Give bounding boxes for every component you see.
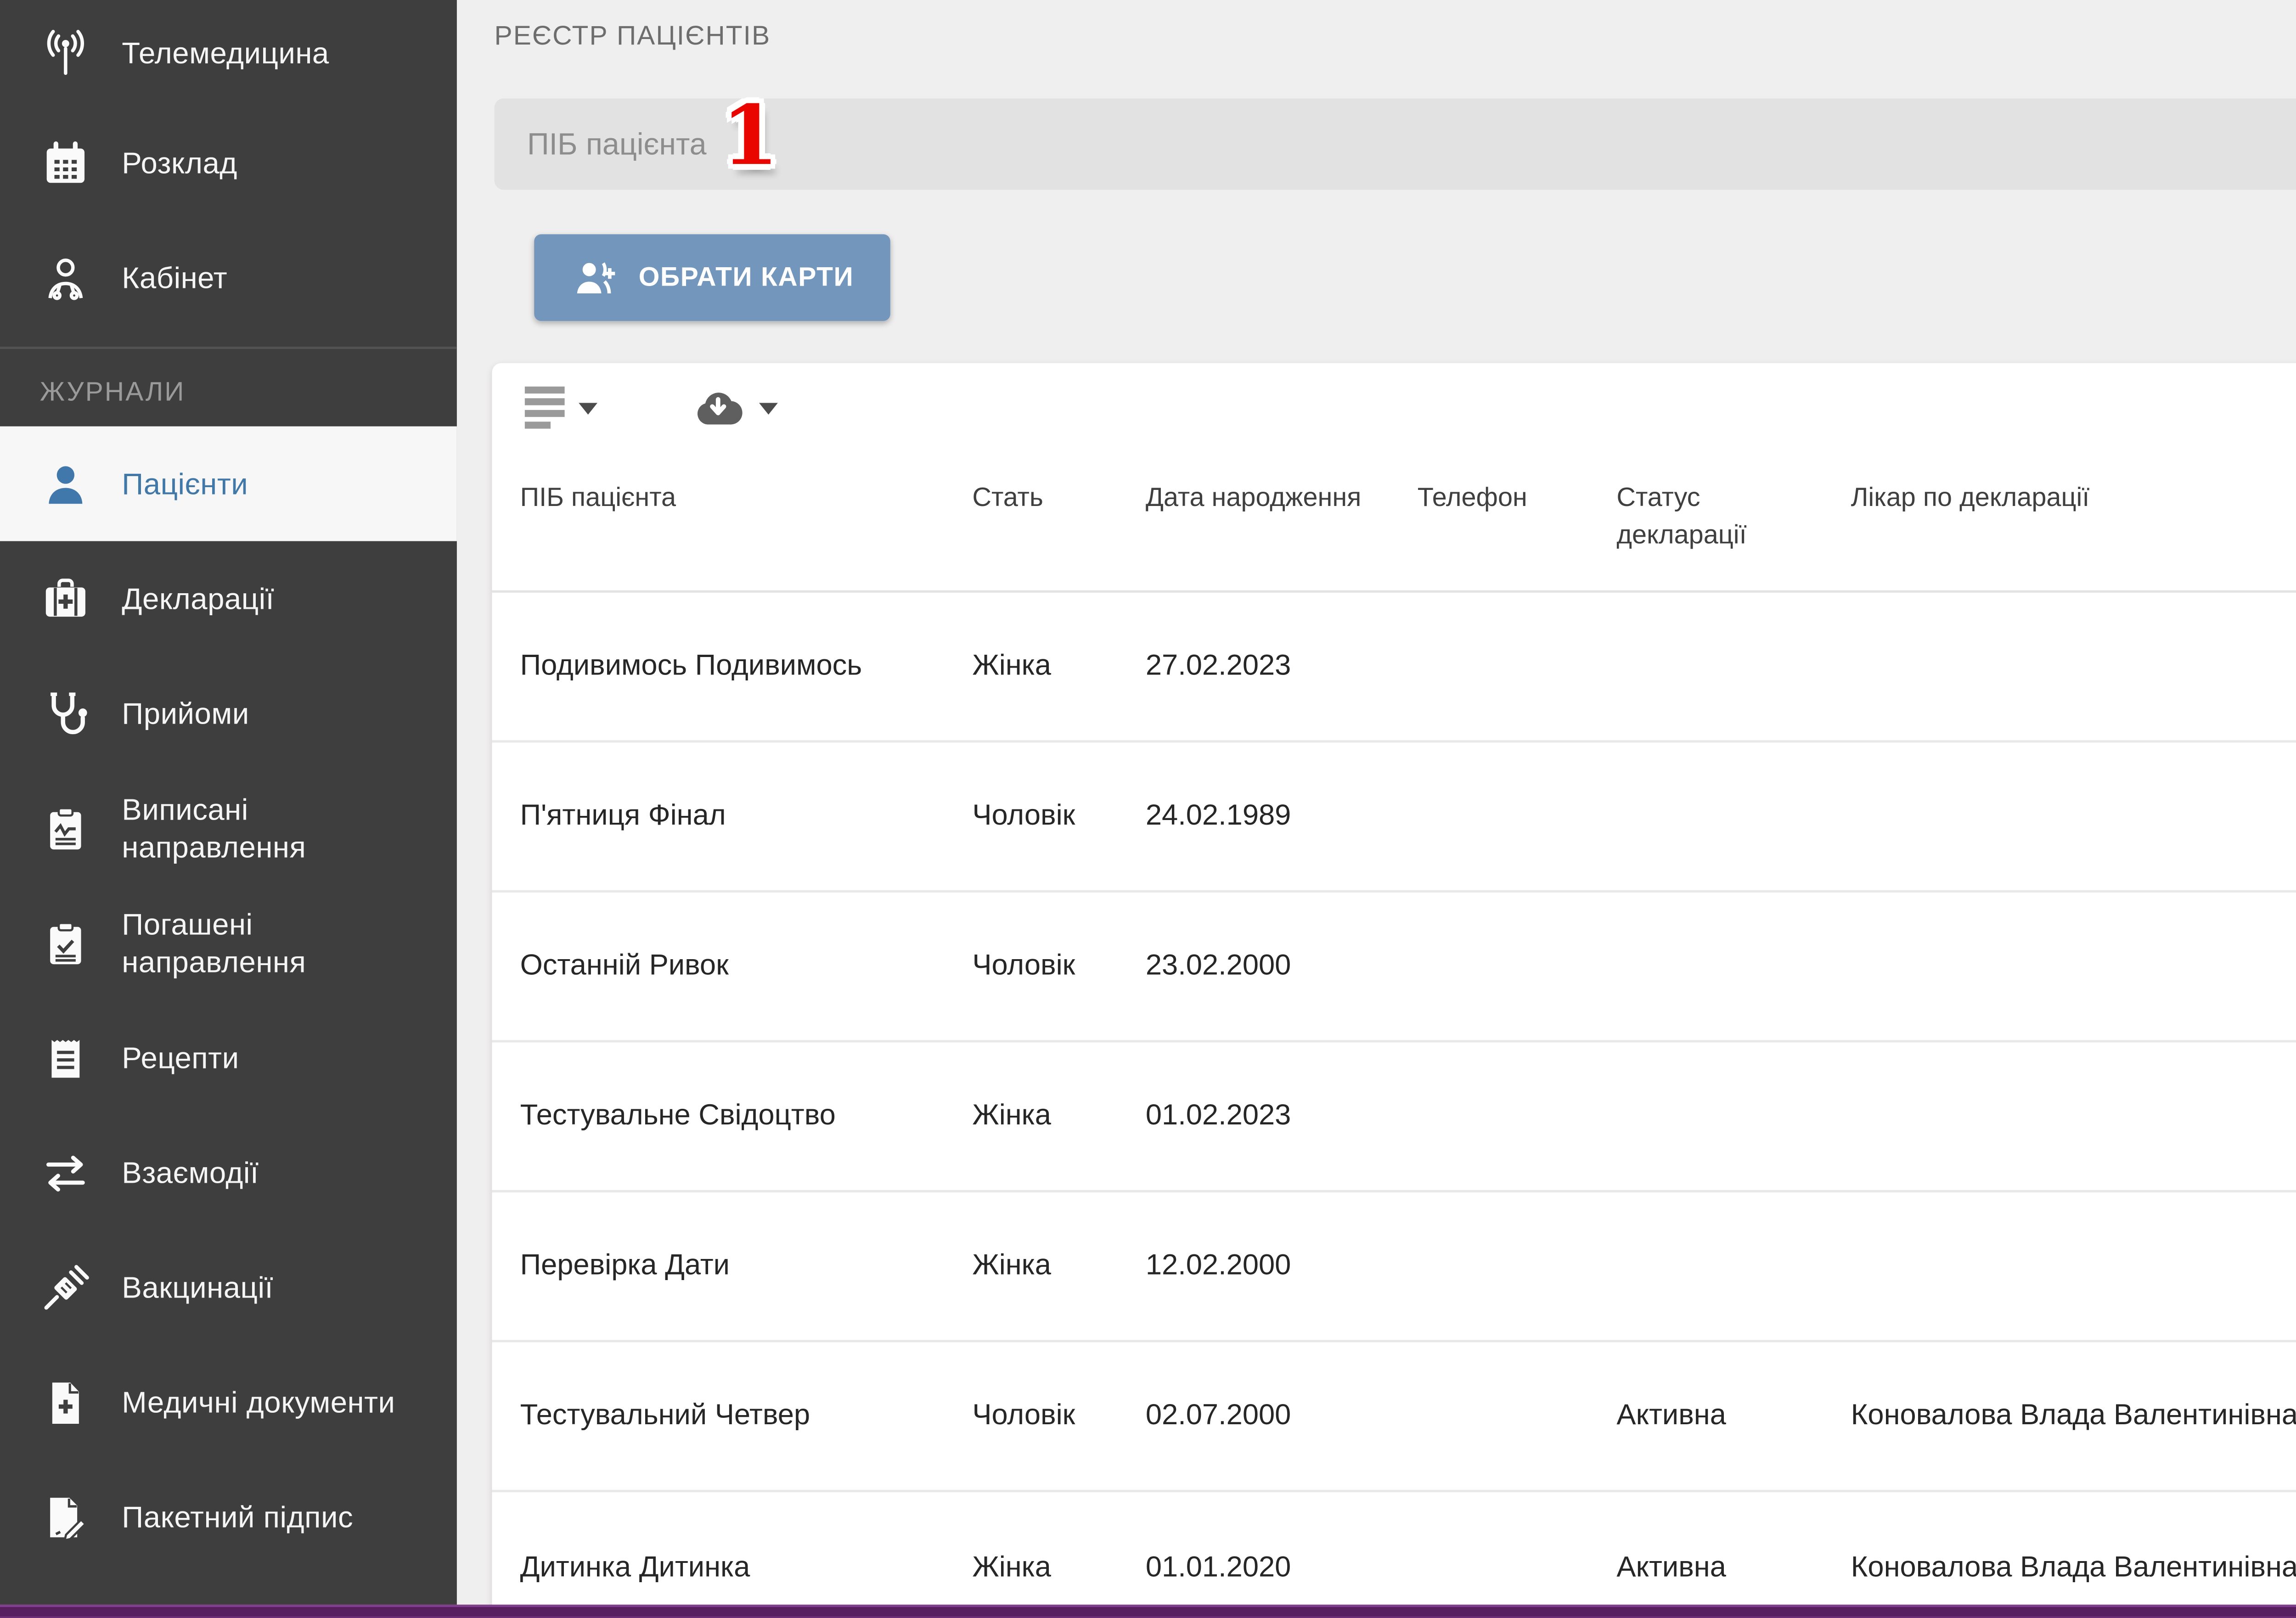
cell-gender: Жінка [972, 1550, 1051, 1583]
cell-gender: Жінка [972, 1099, 1051, 1132]
cell-birth-date: 02.07.2000 [1145, 1399, 1291, 1432]
cell-gender: Чоловік [972, 1399, 1075, 1432]
sidebar-main-items: Телемедицина Розклад Кабінет [0, 0, 457, 335]
doc-pen-icon [40, 1491, 91, 1542]
table-row[interactable]: Тестувальне Свідоцтво Жінка 01.02.2023 I… [492, 1042, 2296, 1192]
cell-patient-name: Тестувальний Четвер [520, 1399, 810, 1432]
syringe-icon [40, 1261, 91, 1313]
search-input[interactable] [494, 98, 2296, 190]
sidebar-item-appointments[interactable]: Прийоми [0, 656, 457, 771]
clipboard-pulse-icon [40, 802, 91, 854]
table-row[interactable]: Тестувальний Четвер Чоловік 02.07.2000 А… [492, 1342, 2296, 1492]
antenna-icon [40, 27, 91, 79]
list-view-icon[interactable] [520, 382, 602, 433]
bottom-accent-bar [0, 1604, 2296, 1618]
col-header-declaration-doctor[interactable]: Лікар по декларації [1851, 485, 2090, 513]
col-header-declaration-status[interactable]: Статус декларації [1616, 485, 1747, 550]
clipboard-check-icon [40, 917, 91, 968]
table-row[interactable]: Перевірка Дати Жінка 12.02.2000 I 280610… [492, 1192, 2296, 1343]
person-add-icon [571, 254, 618, 301]
doctor-icon [40, 252, 91, 303]
sidebar-item-issued-referrals[interactable]: Виписані направлення [0, 771, 457, 886]
cell-declaration-status: Активна [1616, 1399, 1726, 1432]
cell-patient-name: Останній Ривок [520, 949, 729, 983]
cell-birth-date: 01.02.2023 [1145, 1099, 1291, 1132]
sidebar-item-schedule[interactable]: Розклад [0, 106, 457, 220]
col-header-phone[interactable]: Телефон [1417, 485, 1527, 513]
annotation-step-1: 1 [721, 89, 779, 185]
cloud-download-icon[interactable] [687, 376, 782, 439]
sidebar-item-batch-signature[interactable]: Пакетний підпис [0, 1460, 457, 1574]
receipt-icon [40, 1032, 91, 1083]
table-row[interactable]: Дитинка Дитинка Жінка 01.01.2020 Активна… [492, 1492, 2296, 1618]
cell-gender: Жінка [972, 649, 1051, 682]
page-title: РЕЄСТР ПАЦІЄНТІВ [494, 23, 771, 52]
table-row[interactable]: Останній Ривок Чоловік 23.02.2000 I 2806… [492, 893, 2296, 1043]
sidebar-item-declarations[interactable]: Декларації [0, 541, 457, 656]
chevron-down-icon [579, 401, 598, 414]
cell-declaration-doctor: Коновалова Влада Валентинівна [1851, 1550, 2296, 1583]
col-header-patient-name[interactable]: ПІБ пацієнта [520, 485, 676, 513]
sidebar-item-redeemed-referrals[interactable]: Погашені направлення [0, 886, 457, 1000]
sidebar-item-interactions[interactable]: Взаємодії [0, 1115, 457, 1230]
cell-declaration-status: Активна [1616, 1550, 1726, 1583]
arrows-icon [40, 1146, 91, 1198]
cell-birth-date: 23.02.2000 [1145, 949, 1291, 983]
cell-patient-name: П'ятниця Фінал [520, 799, 726, 832]
doc-plus-icon [40, 1376, 91, 1427]
medkit-icon [40, 573, 91, 624]
table-toolbar [492, 363, 2296, 452]
cell-birth-date: 12.02.2000 [1145, 1249, 1291, 1282]
sidebar-item-telemedicine[interactable]: Телемедицина [0, 0, 457, 106]
cell-gender: Чоловік [972, 799, 1075, 832]
sidebar-item-medical-documents[interactable]: Медичні документи [0, 1345, 457, 1460]
table-body: Подивимось Подивимось Жінка 27.02.2023 I… [492, 593, 2296, 1618]
cell-birth-date: 27.02.2023 [1145, 649, 1291, 682]
sidebar-journal-items: Пацієнти Декларації Прийоми Виписані нап… [0, 426, 457, 1574]
cell-patient-name: Подивимось Подивимось [520, 649, 862, 682]
sidebar-item-prescriptions[interactable]: Рецепти [0, 1000, 457, 1115]
cell-patient-name: Перевірка Дати [520, 1249, 730, 1282]
col-header-birth-date[interactable]: Дата народження [1145, 485, 1362, 513]
person-icon [40, 458, 91, 509]
chevron-down-icon [759, 401, 778, 414]
col-header-gender[interactable]: Стать [972, 485, 1044, 513]
table-row[interactable]: П'ятниця Фінал Чоловік 24.02.1989 I 2806… [492, 742, 2296, 893]
cell-gender: Чоловік [972, 949, 1075, 983]
sidebar-divider [0, 347, 457, 349]
cell-birth-date: 01.01.2020 [1145, 1550, 1291, 1583]
cell-gender: Жінка [972, 1249, 1051, 1282]
table-row[interactable]: Подивимось Подивимось Жінка 27.02.2023 I… [492, 593, 2296, 743]
sidebar-item-patients[interactable]: Пацієнти [0, 426, 457, 541]
sidebar-item-vaccinations[interactable]: Вакцинації [0, 1230, 457, 1345]
search-bar [494, 98, 2296, 190]
cell-declaration-doctor: Коновалова Влада Валентинівна [1851, 1399, 2296, 1432]
patients-table-card: ПІБ пацієнта Стать Дата народження Телеф… [492, 363, 2296, 1618]
sidebar-section-label: ЖУРНАЛИ [39, 379, 186, 408]
select-cards-button[interactable]: ОБРАТИ КАРТИ [534, 234, 890, 321]
sidebar: Телемедицина Розклад Кабінет ЖУРНАЛИ Пац… [0, 0, 457, 1605]
cell-birth-date: 24.02.1989 [1145, 799, 1291, 832]
table-header-row: ПІБ пацієнта Стать Дата народження Телеф… [492, 452, 2296, 593]
stethoscope-icon [40, 687, 91, 739]
cell-patient-name: Дитинка Дитинка [520, 1550, 750, 1583]
calendar-icon [40, 137, 91, 188]
cell-patient-name: Тестувальне Свідоцтво [520, 1099, 836, 1132]
sidebar-item-cabinet[interactable]: Кабінет [0, 220, 457, 335]
